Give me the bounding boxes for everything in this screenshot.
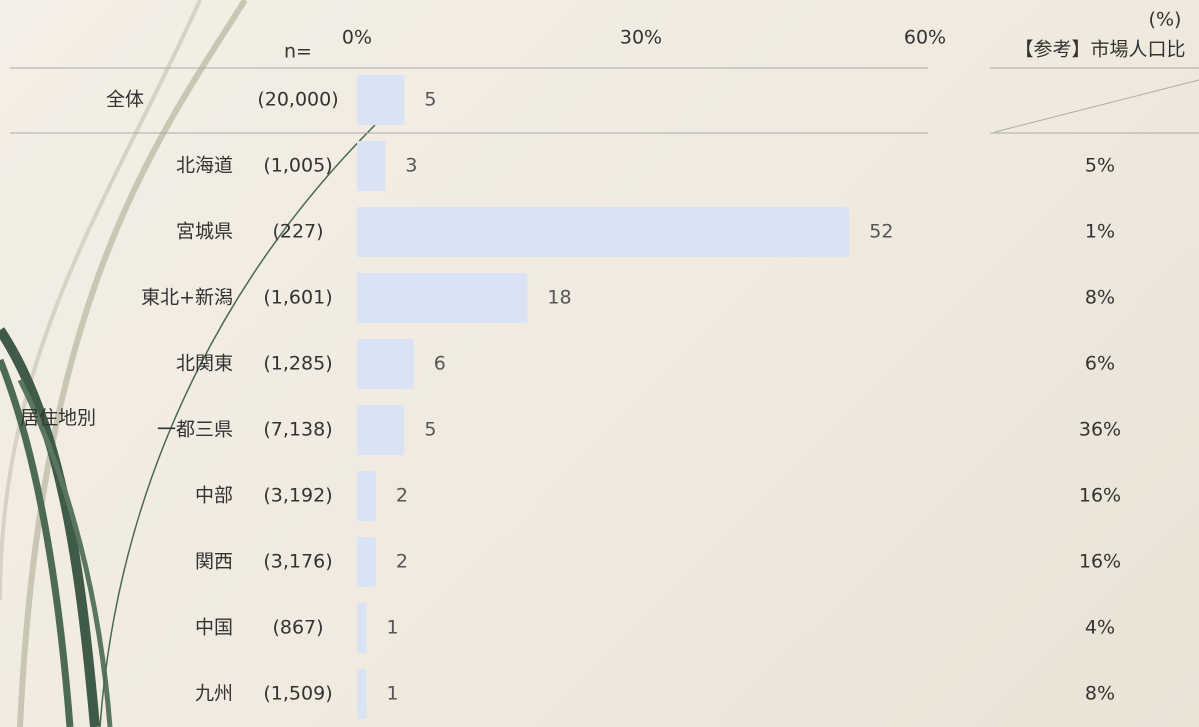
category-label: 東北+新潟 (141, 287, 233, 309)
reference-value: 36% (1079, 419, 1121, 441)
bar (357, 603, 366, 653)
category-label: 中国 (195, 617, 233, 639)
x-tick-label: 60% (904, 27, 946, 49)
reference-value: 16% (1079, 485, 1121, 507)
category-label: 北海道 (176, 155, 233, 177)
n-label: (20,000) (257, 89, 338, 111)
bar (357, 405, 404, 455)
n-label: (227) (272, 221, 323, 243)
category-label: 関西 (195, 551, 233, 573)
reference-diagonal (995, 80, 1199, 132)
reference-header: 【参考】市場人口比 (1014, 39, 1185, 61)
n-label: (1,005) (263, 155, 332, 177)
slide: n= (%) 【参考】市場人口比 0% 30% 60% 全体 (20,000) 5 北海道 (… (0, 0, 1199, 727)
bar (357, 75, 404, 125)
reference-value: 6% (1085, 353, 1115, 375)
x-tick-label: 30% (620, 27, 662, 49)
bar (357, 537, 376, 587)
value-label: 52 (869, 221, 893, 243)
value-label: 1 (386, 617, 398, 639)
n-label: (867) (272, 617, 323, 639)
category-label: 北関東 (176, 353, 233, 375)
chart: n= (%) 【参考】市場人口比 0% 30% 60% 全体 (20,000) 5 北海道 (… (0, 0, 1199, 727)
value-label: 2 (396, 551, 408, 573)
n-header: n= (284, 41, 312, 63)
category-label: 全体 (106, 89, 144, 111)
reference-value: 5% (1085, 155, 1115, 177)
n-label: (7,138) (263, 419, 332, 441)
value-label: 3 (405, 155, 417, 177)
x-tick-label: 0% (342, 27, 372, 49)
value-label: 6 (434, 353, 446, 375)
bar (357, 207, 849, 257)
category-label: 宮城県 (176, 221, 233, 243)
value-label: 18 (547, 287, 571, 309)
bar (357, 141, 385, 191)
reference-value: 8% (1085, 683, 1115, 705)
category-label: 九州 (195, 683, 233, 705)
value-label: 1 (386, 683, 398, 705)
unit: (%) (1149, 9, 1182, 31)
value-label: 2 (396, 485, 408, 507)
category-label: 中部 (195, 485, 233, 507)
group-label: 居住地別 (18, 405, 98, 431)
n-label: (3,176) (263, 551, 332, 573)
reference-value: 4% (1085, 617, 1115, 639)
category-label: 一都三県 (157, 419, 233, 441)
reference-value: 8% (1085, 287, 1115, 309)
n-label: (3,192) (263, 485, 332, 507)
n-label: (1,601) (263, 287, 332, 309)
bar (357, 273, 527, 323)
reference-value: 16% (1079, 551, 1121, 573)
n-label: (1,509) (263, 683, 332, 705)
value-label: 5 (424, 419, 436, 441)
value-label: 5 (424, 89, 436, 111)
bar (357, 339, 414, 389)
reference-value: 1% (1085, 221, 1115, 243)
bar (357, 669, 366, 719)
n-label: (1,285) (263, 353, 332, 375)
bar (357, 471, 376, 521)
